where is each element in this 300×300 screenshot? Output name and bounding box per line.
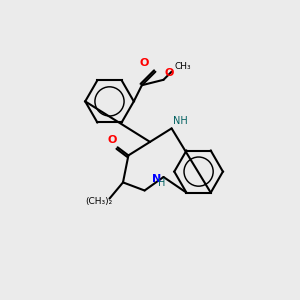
Text: H: H: [158, 178, 166, 188]
Text: O: O: [165, 68, 174, 78]
Text: CH₃: CH₃: [174, 62, 191, 71]
Text: NH: NH: [173, 116, 188, 126]
Text: O: O: [107, 135, 117, 145]
Text: (CH₃)₂: (CH₃)₂: [85, 197, 112, 206]
Text: O: O: [140, 58, 149, 68]
Text: N: N: [152, 174, 161, 184]
